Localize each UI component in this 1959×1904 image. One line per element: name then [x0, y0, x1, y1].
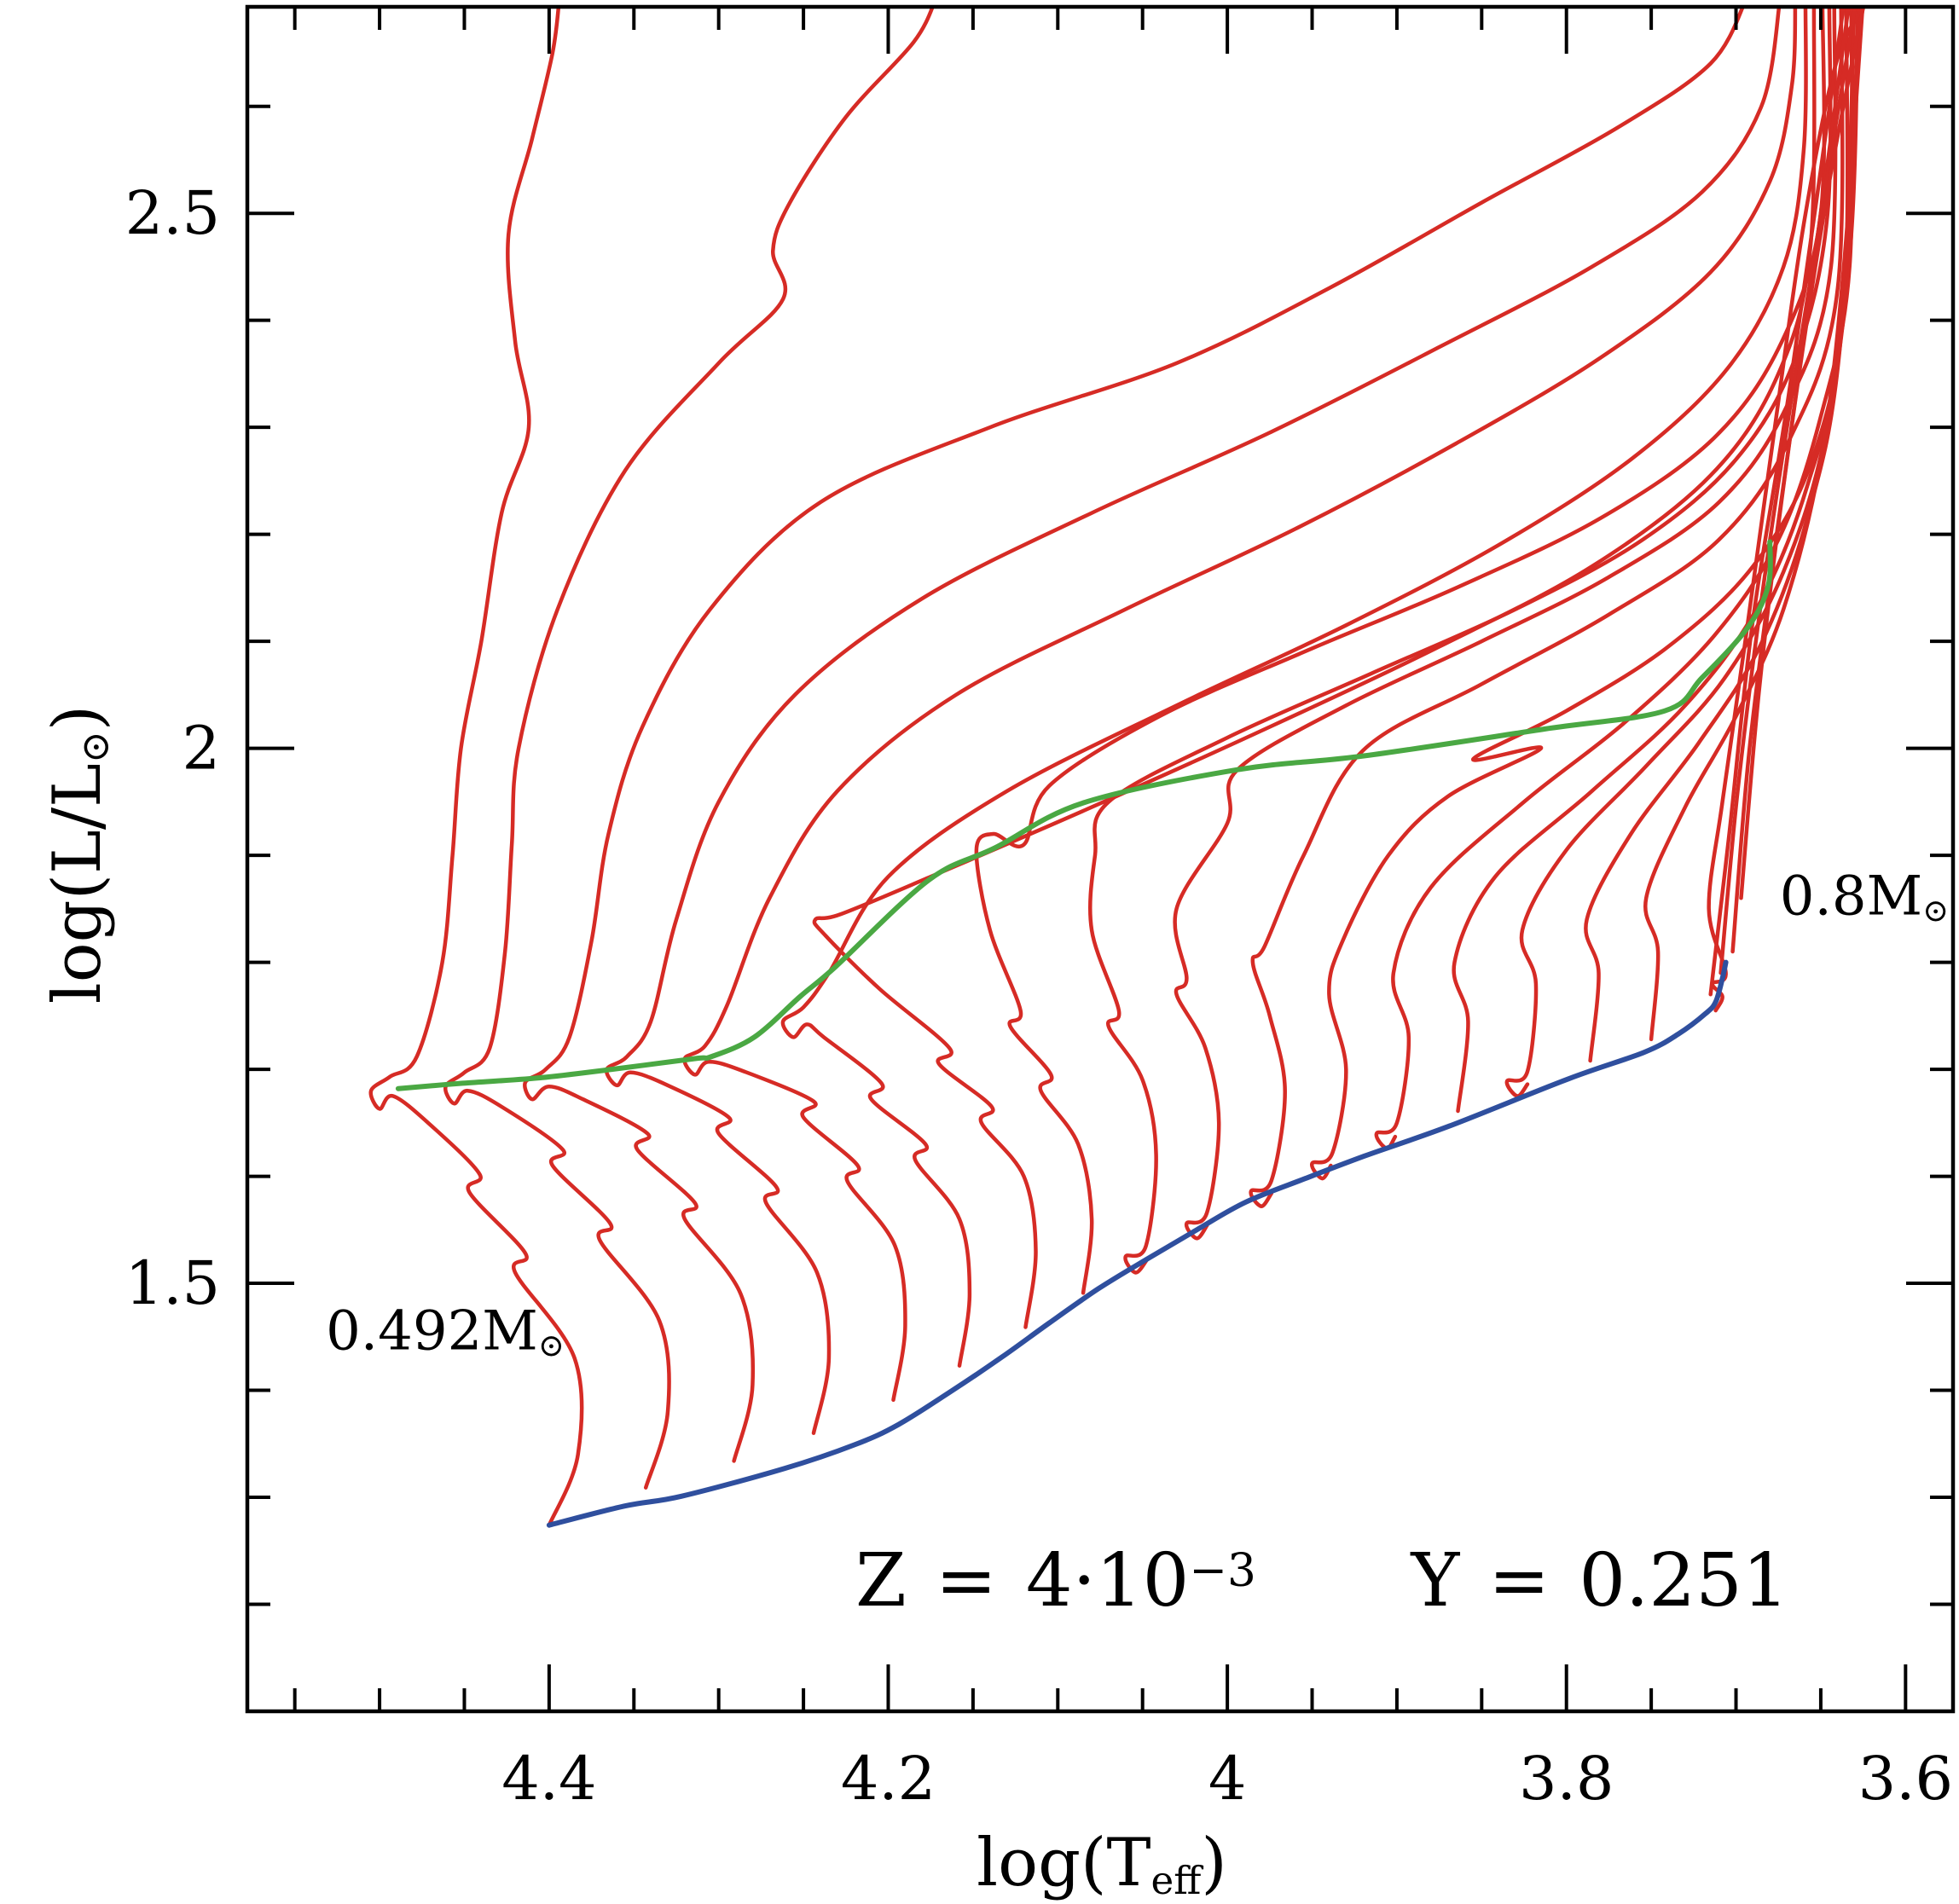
- z-symbol: Z: [855, 1538, 907, 1623]
- y-tick-label-2: 2: [182, 714, 220, 784]
- series-track-0.492: [368, 7, 584, 1527]
- y-symbol: Y: [1411, 1538, 1460, 1623]
- tick-labels: 4.4 4.2 4 3.8 3.6 2.5 2 1.5: [125, 178, 1953, 1814]
- sun-symbol-subscript: ⊙: [1922, 892, 1950, 929]
- series-track-8: [974, 7, 1827, 1295]
- helium-value: 0.251: [1579, 1538, 1789, 1623]
- x-axis-title: log(Teff): [977, 1825, 1227, 1903]
- y-axis-title-text: log(L/L: [39, 763, 117, 1004]
- x-tick-label-3.6: 3.6: [1858, 1744, 1953, 1814]
- metallicity-annotation: Z = 4·10−3: [855, 1538, 1256, 1623]
- series-track-3: [523, 7, 1745, 1463]
- series-track-15: [1504, 7, 1860, 1098]
- y-axis-title: log(L/L⊙): [39, 705, 118, 1004]
- x-tick-label-3.8: 3.8: [1519, 1744, 1614, 1814]
- series-track-7: [812, 7, 1817, 1329]
- series-track-6: [780, 7, 1808, 1368]
- series-bundle-4: [1708, 7, 1846, 997]
- z-exponent: −3: [1189, 1543, 1256, 1597]
- y-tick-label-2.5: 2.5: [125, 178, 220, 248]
- series-zahb: [546, 959, 1729, 1528]
- y-axis-title-close: ): [39, 704, 117, 732]
- series-track-4: [605, 7, 1782, 1435]
- mass-label-low: 0.492M⊙: [326, 1300, 565, 1364]
- helium-annotation: Y = 0.251: [1411, 1538, 1788, 1623]
- series-track-12: [1310, 7, 1850, 1181]
- x-axis-title-close: ): [1201, 1825, 1227, 1902]
- x-tick-label-4.4: 4.4: [501, 1744, 596, 1814]
- mass-high-text: 0.8M: [1779, 865, 1923, 929]
- sun-symbol-subscript: ⊙: [72, 731, 118, 764]
- series-track-17: [1643, 7, 1865, 1042]
- series-track-5: [682, 7, 1798, 1403]
- y-tick-label-1.5: 1.5: [125, 1248, 220, 1318]
- series-group: [368, 7, 1866, 1528]
- z-value: 4·10: [1025, 1538, 1190, 1623]
- eff-subscript: eff: [1150, 1857, 1202, 1903]
- equals-sign: =: [1488, 1538, 1550, 1623]
- series-bundle-3: [1739, 7, 1866, 900]
- mass-label-high: 0.8M⊙: [1780, 865, 1949, 929]
- series-track-11: [1249, 7, 1845, 1208]
- x-tick-label-4: 4: [1208, 1744, 1247, 1814]
- series-track-10: [1173, 7, 1838, 1241]
- series-he-exhaustion: [395, 539, 1773, 1091]
- series-track-9: [1087, 7, 1833, 1275]
- axis-box: [245, 4, 1956, 1714]
- x-axis-title-text: log(T: [977, 1825, 1151, 1902]
- axis-ticks: [247, 7, 1953, 1711]
- x-tick-label-4.2: 4.2: [841, 1744, 936, 1814]
- equals-sign: =: [935, 1538, 997, 1623]
- mass-low-text: 0.492M: [326, 1299, 538, 1363]
- series-track-2: [443, 7, 935, 1490]
- sun-symbol-subscript: ⊙: [537, 1327, 565, 1364]
